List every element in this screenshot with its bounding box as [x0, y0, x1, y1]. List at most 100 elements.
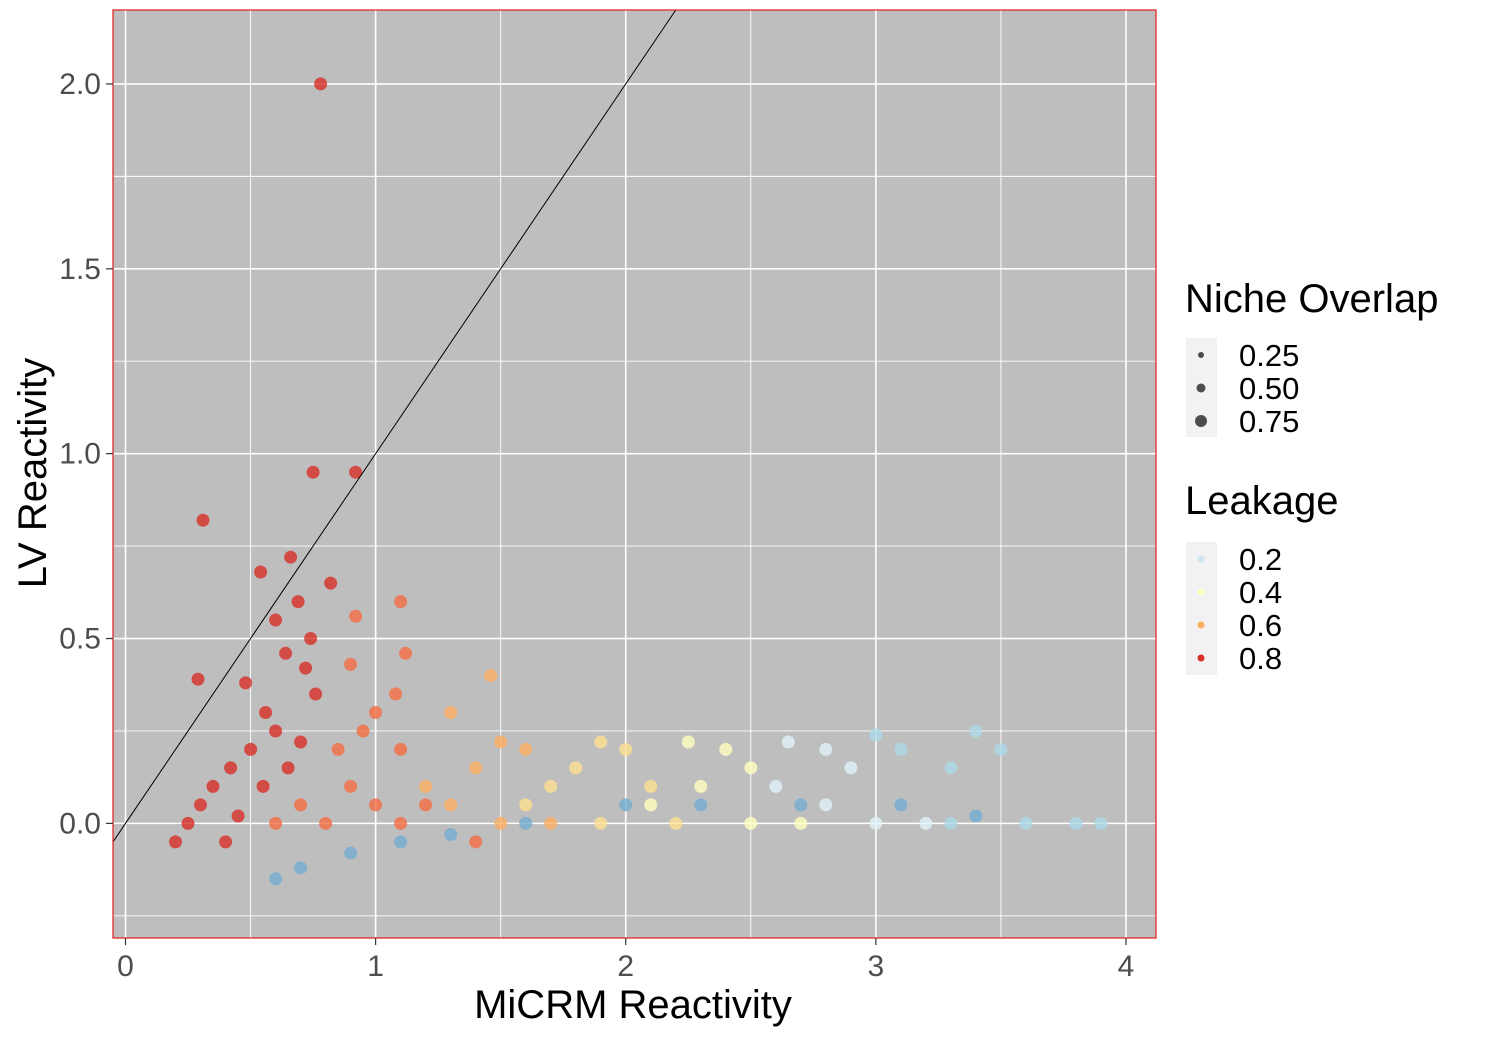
data-point — [279, 646, 293, 660]
x-axis-ticks: 0 1 2 3 4 — [117, 938, 1134, 983]
x-tick-label: 4 — [1118, 950, 1135, 983]
data-point — [794, 816, 808, 830]
data-points — [169, 77, 1108, 886]
plot-panel-border — [112, 9, 1157, 939]
data-point — [544, 779, 558, 793]
data-point — [349, 609, 363, 623]
data-point — [594, 816, 608, 830]
color-legend-label: 0.2 — [1239, 542, 1282, 577]
data-point — [219, 835, 233, 849]
data-point — [319, 816, 333, 830]
data-point — [344, 657, 358, 671]
data-point — [694, 798, 708, 812]
y-tick-label: 1.5 — [59, 253, 101, 286]
data-point — [1019, 816, 1033, 830]
color-legend: Leakage 0.20.40.60.8 — [1185, 479, 1338, 676]
color-legend-key — [1197, 654, 1205, 662]
color-legend-label: 0.8 — [1239, 641, 1282, 676]
data-point — [944, 816, 958, 830]
data-point — [544, 816, 558, 830]
data-point — [284, 550, 298, 564]
data-point — [619, 798, 633, 812]
data-point — [819, 742, 833, 756]
data-point — [594, 735, 608, 749]
data-point — [309, 687, 323, 701]
data-point — [224, 761, 238, 775]
data-point — [1069, 816, 1083, 830]
data-point — [191, 672, 205, 686]
data-point — [196, 513, 210, 527]
data-point — [389, 687, 403, 701]
data-point — [744, 816, 758, 830]
data-point — [269, 872, 283, 886]
data-point — [819, 798, 833, 812]
data-point — [254, 565, 268, 579]
data-point — [994, 742, 1008, 756]
x-tick-label: 2 — [617, 950, 634, 983]
data-point — [969, 724, 983, 738]
data-point — [294, 861, 308, 875]
data-point — [719, 742, 733, 756]
data-point — [494, 816, 508, 830]
identity-reference-line — [112, 9, 677, 843]
color-legend-key — [1197, 588, 1205, 596]
data-point — [324, 576, 338, 590]
data-point — [331, 742, 345, 756]
data-point — [469, 835, 483, 849]
data-point — [781, 735, 795, 749]
data-point — [794, 798, 808, 812]
data-point — [256, 779, 270, 793]
color-legend-title: Leakage — [1185, 479, 1338, 523]
data-point — [469, 761, 483, 775]
data-point — [294, 798, 308, 812]
size-legend-label: 0.25 — [1239, 338, 1299, 373]
data-point — [369, 706, 383, 719]
data-point — [299, 661, 313, 675]
data-point — [519, 742, 533, 756]
color-legend-key — [1197, 555, 1205, 563]
data-point — [744, 761, 758, 775]
data-point — [869, 728, 883, 742]
data-point — [894, 742, 908, 756]
data-point — [681, 735, 695, 749]
data-point — [444, 828, 458, 841]
data-point — [281, 761, 295, 775]
y-tick-label: 2.0 — [59, 68, 101, 101]
color-legend-label: 0.4 — [1239, 575, 1282, 610]
data-point — [944, 761, 958, 775]
plot-panel — [113, 10, 1156, 938]
data-point — [444, 706, 458, 719]
data-point — [259, 706, 273, 719]
size-legend: Niche Overlap 0.250.500.75 — [1185, 277, 1438, 439]
major-gridlines — [113, 10, 1156, 938]
minor-gridlines — [113, 10, 1156, 938]
size-legend-key — [1198, 352, 1204, 358]
color-legend-label: 0.6 — [1239, 608, 1282, 643]
data-point — [194, 798, 207, 812]
data-point — [644, 779, 658, 793]
data-point — [269, 724, 283, 738]
data-point — [769, 779, 783, 793]
data-point — [314, 77, 328, 91]
data-point — [894, 798, 908, 812]
data-point — [231, 809, 245, 823]
data-point — [394, 816, 408, 830]
data-point — [419, 798, 433, 812]
size-legend-label: 0.75 — [1239, 404, 1299, 439]
color-legend-key-background — [1186, 542, 1217, 675]
data-point — [394, 835, 408, 849]
color-legend-key — [1197, 621, 1205, 629]
data-point — [919, 816, 933, 830]
data-point — [519, 798, 533, 812]
data-point — [969, 809, 983, 823]
data-point — [291, 595, 305, 609]
data-point — [356, 724, 370, 738]
data-point — [239, 676, 253, 690]
data-point — [444, 798, 458, 812]
data-point — [269, 613, 283, 627]
data-point — [181, 816, 195, 830]
data-point — [394, 742, 408, 756]
data-point — [419, 779, 433, 793]
data-point — [306, 465, 320, 479]
